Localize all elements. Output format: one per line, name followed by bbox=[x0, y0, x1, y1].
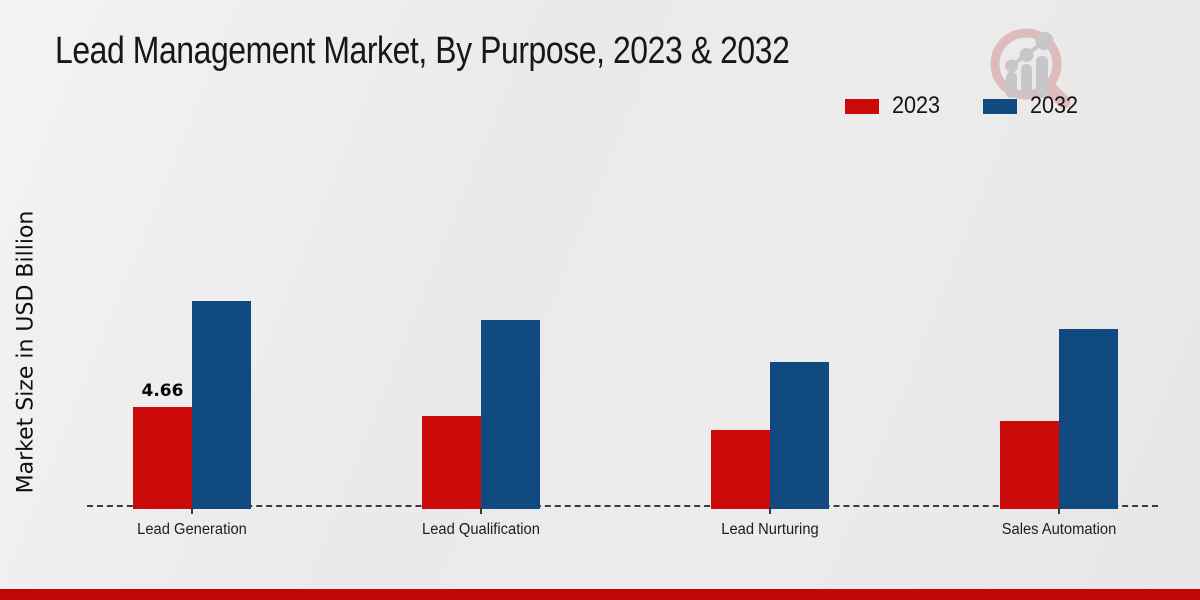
magnifier-bar-chart-logo-icon bbox=[986, 24, 1074, 117]
chart-title: Lead Management Market, By Purpose, 2023… bbox=[55, 30, 790, 72]
legend-swatch-2032 bbox=[983, 98, 1018, 114]
category-label-sales-automation: Sales Automation bbox=[1001, 521, 1116, 538]
x-axis-tick-lead-generation bbox=[191, 507, 193, 514]
category-label-lead-nurturing: Lead Nurturing bbox=[721, 521, 819, 538]
bar-2023-lead-nurturing bbox=[710, 430, 770, 509]
y-axis-label: Market Size in USD Billion bbox=[13, 210, 39, 494]
legend-swatch-2023 bbox=[845, 98, 879, 114]
x-axis-tick-sales-automation bbox=[1057, 507, 1060, 514]
x-axis-tick-lead-qualification bbox=[479, 507, 482, 514]
bar-2032-lead-generation bbox=[192, 300, 251, 509]
bar-2032-lead-nurturing bbox=[769, 362, 829, 509]
plot-area: Lead Generation Lead Qualification Lead Nu… bbox=[85, 200, 1155, 538]
legend-item-2023: 2023 bbox=[845, 92, 945, 120]
legend: 2023 2032 bbox=[845, 92, 1084, 120]
bar-2032-lead-qualification bbox=[480, 320, 540, 509]
bar-2032-sales-automation bbox=[1058, 329, 1118, 509]
bar-2023-sales-automation bbox=[999, 421, 1059, 509]
category-label-lead-generation: Lead Generation bbox=[137, 521, 247, 538]
legend-item-2032: 2032 bbox=[983, 92, 1083, 120]
bar-value-label: 4.66 bbox=[141, 380, 184, 401]
category-label-lead-qualification: Lead Qualification bbox=[421, 521, 540, 538]
x-axis-tick-lead-nurturing bbox=[768, 507, 771, 514]
bar-2023-lead-generation bbox=[133, 406, 192, 509]
x-axis-baseline bbox=[87, 505, 1158, 507]
bar-2023-lead-qualification bbox=[421, 415, 481, 509]
footer-accent-bar bbox=[0, 589, 1200, 600]
legend-label-2032: 2032 bbox=[1030, 92, 1079, 119]
legend-label-2023: 2023 bbox=[892, 92, 941, 119]
